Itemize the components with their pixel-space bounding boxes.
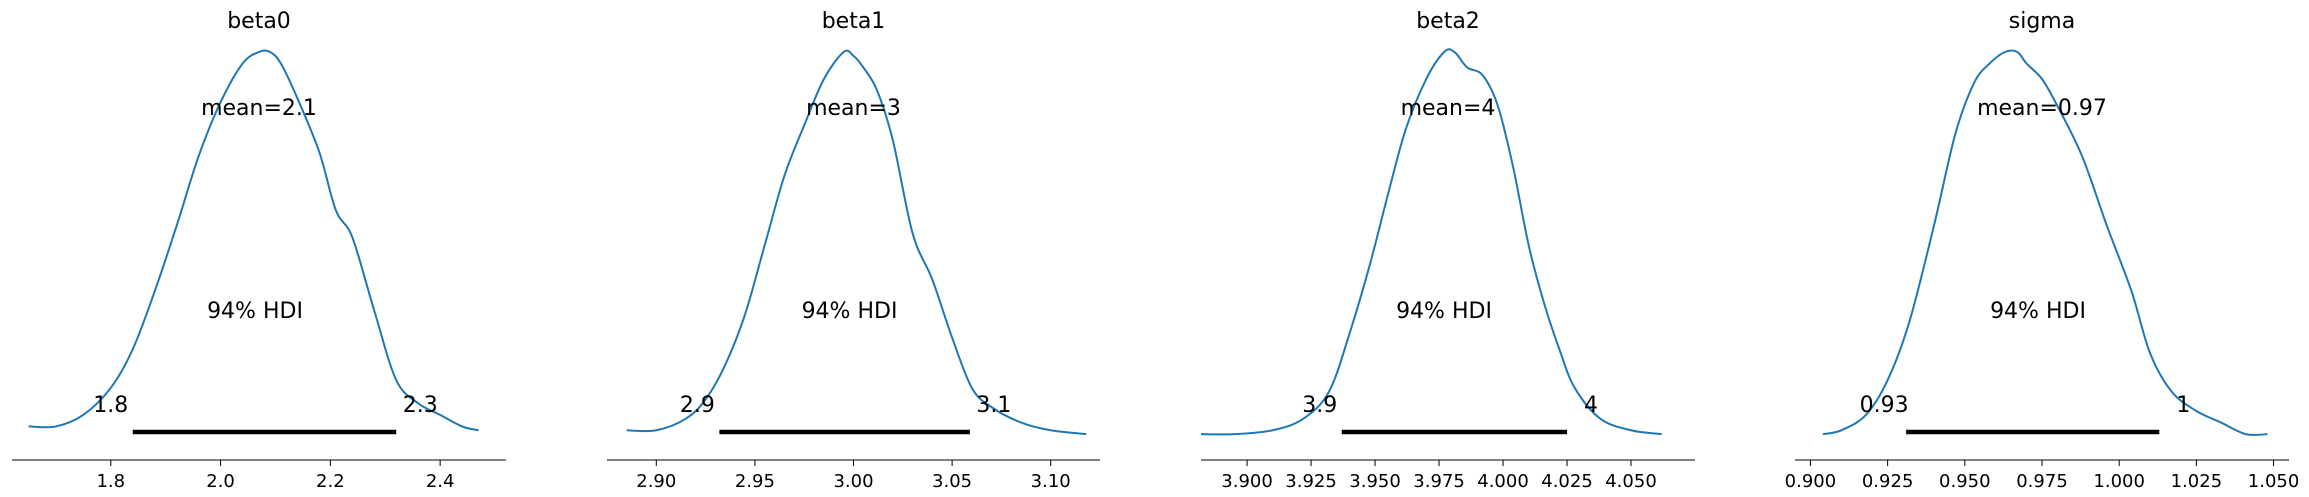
x-tick-label: 4.025 <box>1541 471 1593 492</box>
hdi-label: 94% HDI <box>802 299 898 324</box>
hdi-lower-label: 2.9 <box>680 393 715 418</box>
density-curve <box>1200 48 1662 436</box>
x-tick-label: 2.95 <box>735 471 775 492</box>
x-tick-label: 1.050 <box>2248 471 2300 492</box>
mean-label: mean=0.97 <box>1977 96 2107 121</box>
mean-label: mean=2.1 <box>201 96 317 121</box>
x-tick-label: 1.025 <box>2171 471 2223 492</box>
subplot-sigma: sigma 0.900 0.925 0.950 0.975 1.000 1.025 1.050… <box>1785 9 2300 492</box>
x-tick-label: 2.90 <box>636 471 676 492</box>
hdi-label: 94% HDI <box>207 299 303 324</box>
density-curve <box>28 49 479 432</box>
x-tick-label: 0.925 <box>1862 471 1914 492</box>
x-tick-label: 4.050 <box>1605 471 1657 492</box>
subplot-beta0: beta0 1.8 2.0 2.2 2.4 mean=2.1 94% HDI 1.8 2.3 <box>12 9 506 492</box>
x-tick-label: 0.950 <box>1939 471 1991 492</box>
hdi-upper-label: 2.3 <box>403 393 438 418</box>
mean-label: mean=4 <box>1401 96 1496 121</box>
hdi-label: 94% HDI <box>1990 299 2086 324</box>
x-tick-label: 3.10 <box>1031 471 1071 492</box>
x-tick-label: 3.05 <box>932 471 972 492</box>
x-tick-label: 3.975 <box>1413 471 1465 492</box>
x-tick-label: 4.000 <box>1477 471 1529 492</box>
hdi-upper-label: 1 <box>2176 393 2190 418</box>
density-curve <box>626 49 1087 436</box>
hdi-lower-label: 1.8 <box>93 393 128 418</box>
x-tick-label: 3.900 <box>1221 471 1273 492</box>
hdi-label: 94% HDI <box>1396 299 1492 324</box>
subplot-title: beta1 <box>822 9 886 34</box>
x-tick-label: 1.8 <box>96 471 125 492</box>
subplot-title: beta2 <box>1416 9 1480 34</box>
x-tick-label: 2.2 <box>316 471 345 492</box>
x-tick-label: 3.925 <box>1285 471 1337 492</box>
x-tick-label: 3.00 <box>833 471 873 492</box>
x-tick-label: 0.900 <box>1785 471 1837 492</box>
x-tick-label: 2.4 <box>426 471 455 492</box>
hdi-upper-label: 3.1 <box>976 393 1011 418</box>
hdi-lower-label: 0.93 <box>1860 393 1909 418</box>
x-tick-label: 1.000 <box>2093 471 2145 492</box>
subplot-title: sigma <box>2009 9 2075 34</box>
subplot-beta1: beta1 2.90 2.95 3.00 3.05 3.10 mean=3 94% HDI 2.… <box>607 9 1100 492</box>
subplot-title: beta0 <box>227 9 291 34</box>
hdi-lower-label: 3.9 <box>1302 393 1337 418</box>
x-tick-label: 2.0 <box>206 471 235 492</box>
mean-label: mean=3 <box>806 96 901 121</box>
subplot-beta2: beta2 3.900 3.925 3.950 3.975 4.000 4.025 4.050… <box>1200 9 1695 492</box>
x-tick-label: 0.975 <box>2016 471 2068 492</box>
x-tick-label: 3.950 <box>1349 471 1401 492</box>
density-curve <box>1822 49 2268 436</box>
hdi-upper-label: 4 <box>1584 393 1598 418</box>
